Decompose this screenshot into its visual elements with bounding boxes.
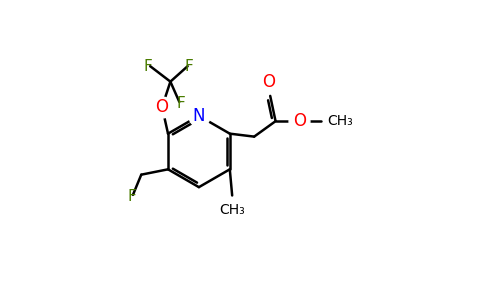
Text: CH₃: CH₃ [219,202,245,217]
Text: O: O [262,74,275,92]
Text: F: F [143,59,152,74]
Text: CH₃: CH₃ [327,114,353,128]
Text: N: N [193,107,205,125]
Text: O: O [293,112,306,130]
Text: F: F [185,59,194,74]
Text: F: F [127,189,136,204]
Text: O: O [155,98,168,116]
Text: F: F [177,96,185,111]
